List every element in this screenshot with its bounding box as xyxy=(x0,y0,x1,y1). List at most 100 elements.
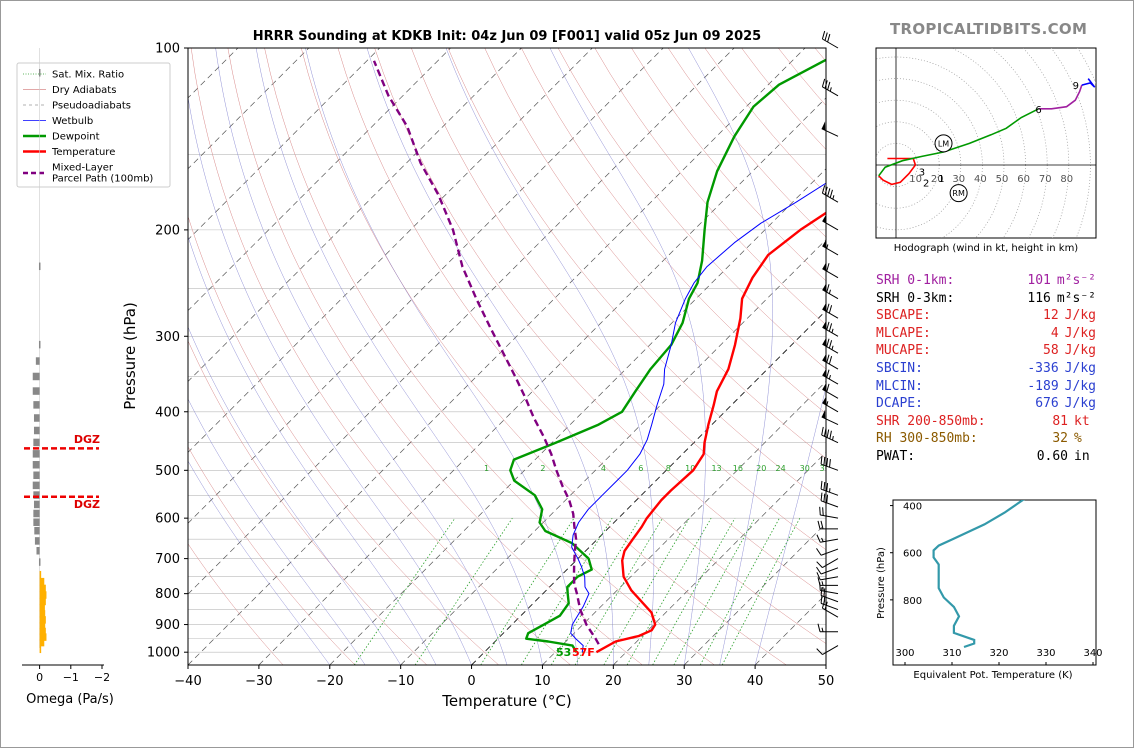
pseudoadiabat-line xyxy=(754,385,826,665)
x-tick-label: 40 xyxy=(747,674,764,689)
wind-barb xyxy=(816,645,839,655)
hodograph-ring-label: 10 xyxy=(909,174,922,185)
mixing-ratio-line xyxy=(521,517,613,665)
brand-watermark: TROPICALTIDBITS.COM xyxy=(890,20,1088,38)
wind-barb xyxy=(822,382,839,399)
param-value: 32 xyxy=(1052,431,1068,447)
x-tick-label: −10 xyxy=(387,674,414,689)
wind-barb xyxy=(820,595,839,611)
isotherm-line xyxy=(188,48,735,595)
param-label: MLCAPE: xyxy=(876,325,931,341)
isotherm-line xyxy=(683,522,826,665)
omega-bar xyxy=(39,591,47,599)
dry-adiabat-line xyxy=(227,48,643,665)
param-value: -189 xyxy=(1027,378,1059,394)
omega-bar xyxy=(39,597,46,606)
dry-adiabat-line xyxy=(188,543,284,665)
hodograph: 10 20 30 40 50 60 70 80 123 6 9 LM RM xyxy=(876,48,1096,238)
skewt-plot-frame xyxy=(187,47,827,666)
pseudoadiabat-line xyxy=(688,48,773,665)
omega-bar xyxy=(36,546,40,555)
x-tick-label: 50 xyxy=(818,674,835,689)
hodograph-trace xyxy=(1038,84,1083,110)
sounding-parameters: SRH 0-1km: 101 m²s⁻² SRH 0-3km: 116 m²s⁻² SBCA… xyxy=(876,272,1096,466)
y-tick-label: 700 xyxy=(155,552,180,567)
theta-e-x-tick-label: 300 xyxy=(895,648,914,659)
storm-motion-label: RM xyxy=(952,189,965,198)
param-value: 81 xyxy=(1052,413,1068,429)
omega-bar xyxy=(33,509,40,518)
wind-barb xyxy=(822,282,839,300)
x-tick-label: −30 xyxy=(245,674,272,689)
omega-bar xyxy=(38,262,41,271)
y-tick-label: 500 xyxy=(155,464,180,479)
isotherm-line xyxy=(188,48,593,453)
param-row: SRH 0-1km: 101 m²s⁻² xyxy=(876,272,1096,290)
x-tick-label: 30 xyxy=(676,674,693,689)
hodograph-ring-label: 80 xyxy=(1060,174,1073,185)
param-label: SBCIN: xyxy=(876,360,923,376)
storm-motion-marker xyxy=(934,134,953,153)
wind-barb xyxy=(821,185,839,203)
omega-x-tick-label: −2 xyxy=(94,671,110,684)
theta-e-y-tick-label: 800 xyxy=(903,596,922,607)
wind-barb xyxy=(822,238,839,256)
theta-e-axes: 300 310 320 330 340 400 600 800 xyxy=(890,502,1103,665)
param-row: SBCIN: -336 J/kg xyxy=(876,360,1096,378)
wind-barb xyxy=(822,353,839,370)
isotherm-line xyxy=(188,48,522,382)
param-unit: J/kg xyxy=(1064,396,1096,412)
param-row: SBCAPE: 12 J/kg xyxy=(876,307,1096,325)
mixing-ratio-label: 30 xyxy=(800,464,810,473)
param-unit: J/kg xyxy=(1064,308,1096,324)
omega-bar xyxy=(32,372,40,381)
mixing-ratio-label: 13 xyxy=(711,464,721,473)
param-unit: J/kg xyxy=(1064,378,1096,394)
y-tick-label: 100 xyxy=(155,42,180,57)
y-tick-label: 600 xyxy=(155,512,180,527)
param-label: RH 300-850mb: xyxy=(876,431,978,447)
wind-barb xyxy=(822,320,839,337)
param-row: MLCIN: -189 J/kg xyxy=(876,378,1096,396)
wind-barb xyxy=(821,78,839,97)
y-tick-label: 300 xyxy=(155,330,180,345)
series-temperature xyxy=(595,211,826,654)
param-value: 0.60 xyxy=(1036,448,1068,464)
param-row: SRH 0-3km: 116 m²s⁻² xyxy=(876,290,1096,308)
theta-e-y-tick-label: 400 xyxy=(903,502,922,513)
wind-barb xyxy=(816,566,839,575)
mixing-ratio-line xyxy=(699,517,780,665)
param-unit: J/kg xyxy=(1064,360,1096,376)
param-label: MLCIN: xyxy=(876,378,923,394)
omega-bar xyxy=(32,481,40,490)
wind-barb xyxy=(820,492,839,508)
isotherm-line xyxy=(471,309,826,665)
isotherm-line xyxy=(400,239,826,665)
isotherm-line xyxy=(188,48,806,665)
legend-label: Parcel Path (100mb) xyxy=(52,174,153,185)
legend-box xyxy=(16,62,171,188)
dry-adiabat-line xyxy=(188,215,499,665)
legend-label: Wetbulb xyxy=(52,116,93,127)
wind-barb xyxy=(820,455,839,471)
y-tick-label: 800 xyxy=(155,587,180,602)
wind-barb xyxy=(816,534,839,543)
x-tick-label: 10 xyxy=(534,674,551,689)
wind-barb xyxy=(821,426,839,444)
dry-adiabat-line xyxy=(188,446,356,665)
dry-adiabat-line xyxy=(190,48,571,665)
pseudoadiabat-line xyxy=(188,95,472,665)
mixing-ratio-line xyxy=(550,517,641,665)
omega-bar xyxy=(39,627,46,636)
param-unit: J/kg xyxy=(1064,343,1096,359)
param-unit: m²s⁻² xyxy=(1056,290,1096,306)
isotherm-line xyxy=(188,48,451,312)
hodograph-height-label: 1 xyxy=(938,174,944,185)
y-axis-label: Pressure (hPa) xyxy=(121,302,139,410)
omega-bar xyxy=(39,638,45,647)
param-label: SRH 0-3km: xyxy=(876,290,955,306)
wind-barb xyxy=(821,121,839,137)
legend-label: Sat. Mix. Ratio xyxy=(52,70,124,81)
omega-bar xyxy=(39,577,45,586)
